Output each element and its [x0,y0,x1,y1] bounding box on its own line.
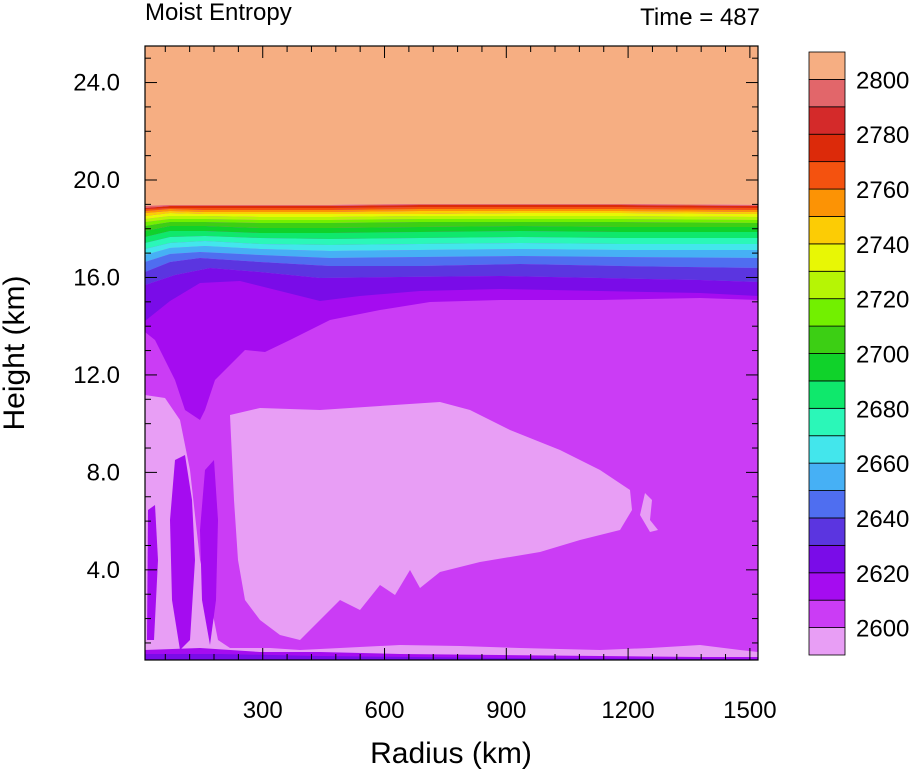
contour-layer [145,219,758,226]
contour-layer [145,236,758,249]
contour-stratosphere [145,46,758,206]
y-axis: 4.0 8.0 12.0 16.0 20.0 24.0 [73,57,758,644]
y-tick-label: 24.0 [73,70,120,97]
colorbar-label: 2720 [856,287,909,314]
contour-lowest-region [145,395,758,660]
colorbar-swatch [808,380,846,409]
colorbar-swatch [808,79,846,108]
colorbar-swatch [808,161,846,190]
colorbar-swatch [808,270,846,300]
colorbar-swatch [808,490,846,519]
colorbar-swatch [808,435,846,464]
chart-title-left: Moist Entropy [145,0,292,26]
chart-title-right: Time = 487 [640,4,760,31]
contour-layer [145,226,758,237]
contour-small-patch [640,493,658,532]
colorbar-label: 2740 [856,232,909,259]
contour-plot [145,46,758,660]
contour-core-region [145,280,758,420]
colorbar-swatch [808,106,846,135]
contour-column [170,455,195,650]
colorbar-label: 2760 [856,177,909,204]
contour-layer [145,252,758,272]
contour-column [147,505,158,640]
colorbar-swatch [808,462,846,491]
colorbar-swatch [808,407,846,437]
colorbar-label: 2800 [856,67,909,94]
colorbar-label: 2640 [856,506,909,533]
colorbar-swatch [808,353,846,382]
plot-frame [144,45,759,661]
contour-column [200,460,218,645]
x-tick-label: 900 [486,697,526,724]
colorbar-swatch [808,544,846,574]
x-tick-label: 1200 [601,697,654,724]
colorbar-swatch [808,133,846,163]
colorbar-swatch [808,325,846,354]
contour-surface-layer [145,654,758,660]
colorbar-swatch [808,572,846,601]
colorbar-swatch [808,298,846,327]
contour-layer [145,241,758,255]
colorbar-label: 2780 [856,122,909,149]
x-tick-label: 600 [364,697,404,724]
contour-layer [145,231,758,243]
colorbar-swatch [808,188,846,217]
colorbar-label: 2700 [856,342,909,369]
colorbar-swatch [808,517,846,546]
x-tick-label: 1500 [723,697,776,724]
colorbar-label: 2680 [856,396,909,423]
colorbar-label: 2600 [856,616,909,643]
colorbar-label: 2620 [856,561,909,588]
contour-layer [145,246,758,262]
contour-layer [145,213,758,219]
x-axis-label: Radius (km) [370,737,532,770]
contour-layer [145,222,758,231]
colorbar: 2600 2620 2640 2660 2680 2700 2720 2740 2760 2780… [808,51,909,656]
contour-tropopause-base [145,268,758,321]
y-tick-label: 4.0 [87,557,120,584]
y-axis-label: Height (km) [0,275,31,430]
y-tick-label: 12.0 [73,362,120,389]
colorbar-swatch [808,627,846,656]
contour-midlevel-minimum [230,402,632,640]
contour-layer [145,211,758,216]
colorbar-swatch [808,243,846,272]
y-tick-label: 8.0 [87,459,120,486]
x-axis: 300 600 900 1200 1500 [164,46,777,724]
y-tick-label: 16.0 [73,264,120,291]
colorbar-swatch [808,51,846,80]
colorbar-swatch [808,216,846,245]
contour-tropopause-base [145,258,758,285]
y-tick-label: 20.0 [73,167,120,194]
x-tick-label: 300 [243,697,283,724]
colorbar-label: 2660 [856,451,909,478]
colorbar-swatch [808,599,846,628]
contour-layer [145,216,758,222]
